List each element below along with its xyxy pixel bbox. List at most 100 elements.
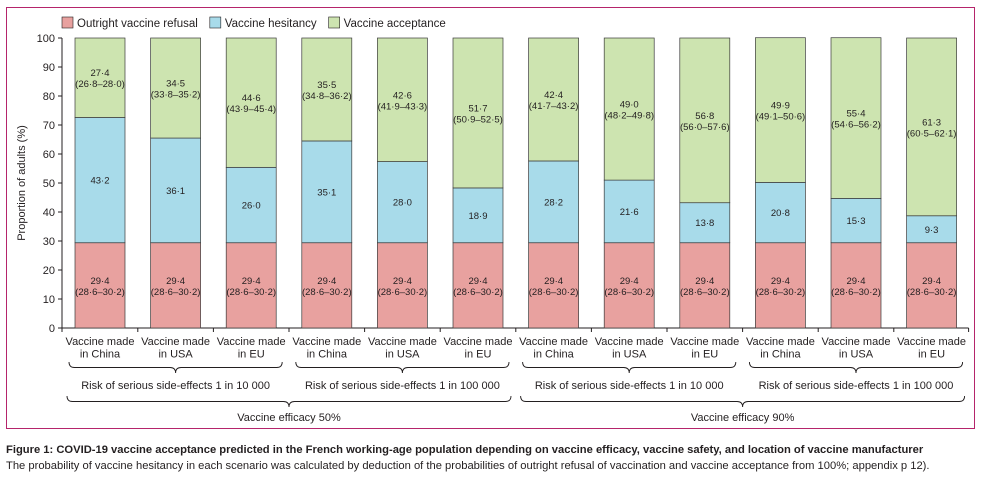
ci-label-refusal: (28·6–30·2)	[756, 287, 806, 298]
y-tick-label: 50	[43, 178, 55, 190]
bar-segment-hesitancy	[906, 215, 957, 244]
ci-label-refusal: (28·6–30·2)	[453, 287, 503, 298]
bar-segment-hesitancy	[528, 160, 579, 244]
supergroup-label: Vaccine efficacy 50%	[237, 412, 341, 424]
x-category-label: in USA	[158, 349, 193, 361]
data-label-hesitancy: 20·8	[771, 208, 790, 219]
x-category-label: Vaccine made	[746, 336, 815, 348]
bar-segment-hesitancy	[679, 202, 731, 244]
supergroup-brace	[520, 395, 966, 408]
x-category-label: in China	[760, 349, 801, 361]
bar-segment-acceptance	[906, 37, 957, 217]
legend-swatch-hesitancy	[209, 16, 222, 29]
stacked-bar-chart: Outright vaccine refusal Vaccine hesitanc…	[16, 16, 970, 424]
legend-label-acceptance: Vaccine acceptance	[344, 18, 446, 30]
y-tick-label: 70	[43, 120, 55, 132]
bar-segment-acceptance	[150, 37, 201, 139]
data-label-hesitancy: 36·1	[166, 186, 185, 197]
x-category-label: Vaccine made	[519, 336, 588, 348]
bar-segment-acceptance	[528, 37, 579, 162]
ci-label-refusal: (28·6–30·2)	[604, 287, 654, 298]
ci-label-refusal: (28·6–30·2)	[680, 287, 730, 298]
group-brace	[522, 361, 737, 374]
ci-label-acceptance: (60·5–62·1)	[907, 128, 957, 139]
x-category-label: in China	[533, 349, 574, 361]
data-label-acceptance: 56·8	[695, 111, 714, 122]
ci-label-acceptance: (48·2–49·8)	[604, 111, 654, 122]
data-label-hesitancy: 28·0	[393, 198, 412, 209]
bar-segment-refusal	[679, 242, 731, 329]
data-label-refusal: 29·4	[242, 276, 261, 287]
x-category-label: in USA	[839, 349, 874, 361]
data-label-acceptance: 49·0	[620, 100, 639, 111]
bar-segment-hesitancy	[74, 117, 126, 244]
y-tick-label: 80	[43, 91, 55, 103]
bar-segment-refusal	[452, 242, 504, 329]
y-tick-label: 10	[43, 294, 55, 306]
x-category-label: Vaccine made	[292, 336, 361, 348]
ci-label-refusal: (28·6–30·2)	[907, 287, 957, 298]
data-label-hesitancy: 26·0	[242, 201, 261, 212]
bar-segment-acceptance	[830, 37, 882, 199]
data-label-hesitancy: 18·9	[468, 211, 487, 222]
x-category-label: Vaccine made	[897, 336, 966, 348]
group-label: Risk of serious side-effects 1 in 10 000	[535, 380, 724, 392]
ci-label-refusal: (28·6–30·2)	[831, 287, 881, 298]
bar-segment-hesitancy	[452, 187, 504, 244]
bar-segment-acceptance	[679, 37, 731, 204]
ci-label-acceptance: (41·9–43·3)	[378, 101, 428, 112]
data-label-hesitancy: 13·8	[695, 218, 714, 229]
ci-label-acceptance: (33·8–35·2)	[151, 90, 201, 101]
y-tick-label: 100	[37, 33, 55, 45]
ci-label-acceptance: (50·9–52·5)	[453, 114, 503, 125]
ci-label-acceptance: (41·7–43·2)	[529, 101, 579, 112]
y-tick-label: 30	[43, 236, 55, 248]
bar-segment-hesitancy	[755, 182, 806, 244]
data-label-acceptance: 55·4	[846, 109, 865, 120]
data-label-acceptance: 27·4	[90, 68, 109, 79]
ci-label-acceptance: (49·1–50·6)	[756, 112, 806, 123]
y-axis-title: Proportion of adults (%)	[16, 125, 28, 241]
ci-label-refusal: (28·6–30·2)	[302, 287, 352, 298]
ci-label-acceptance: (54·6–56·2)	[831, 120, 881, 131]
legend-swatch-refusal	[61, 16, 74, 29]
legend-label-hesitancy: Vaccine hesitancy	[225, 18, 317, 30]
group-label: Risk of serious side-effects 1 in 10 000	[81, 380, 270, 392]
ci-label-refusal: (28·6–30·2)	[151, 287, 201, 298]
y-tick-label: 90	[43, 62, 55, 74]
data-label-refusal: 29·4	[846, 276, 865, 287]
group-brace	[748, 361, 964, 374]
data-label-hesitancy: 35·1	[317, 187, 336, 198]
bar-segment-refusal	[150, 242, 201, 329]
x-category-label: in USA	[612, 349, 647, 361]
data-label-acceptance: 35·5	[317, 80, 336, 91]
bar-segment-refusal	[528, 242, 579, 329]
bar-segment-hesitancy	[603, 179, 655, 244]
group-brace	[295, 361, 510, 374]
bar-segment-acceptance	[225, 37, 277, 168]
group-brace	[68, 361, 283, 374]
data-label-refusal: 29·4	[468, 276, 487, 287]
bar-segment-acceptance	[452, 37, 504, 189]
bar-segment-acceptance	[301, 37, 353, 142]
data-label-hesitancy: 21·6	[620, 207, 639, 218]
data-label-acceptance: 61·3	[922, 117, 941, 128]
bar-segment-refusal	[225, 242, 277, 329]
ci-label-refusal: (28·6–30·2)	[529, 287, 579, 298]
y-tick-label: 40	[43, 207, 55, 219]
caption-title: Figure 1: COVID-19 vaccine acceptance pr…	[6, 444, 924, 456]
x-category-label: in EU	[918, 349, 945, 361]
bar-segment-refusal	[755, 242, 806, 329]
y-tick-label: 20	[43, 265, 55, 277]
caption-text: The probability of vaccine hesitancy in …	[6, 460, 930, 472]
data-label-refusal: 29·4	[771, 276, 790, 287]
bar-segment-acceptance	[377, 37, 428, 162]
x-category-label: Vaccine made	[822, 336, 891, 348]
ci-label-acceptance: (34·8–36·2)	[302, 91, 352, 102]
x-category-label: in EU	[691, 349, 718, 361]
bar-segment-hesitancy	[150, 137, 201, 244]
supergroup-label: Vaccine efficacy 90%	[691, 412, 795, 424]
data-label-refusal: 29·4	[317, 276, 336, 287]
ci-label-acceptance: (56·0–57·6)	[680, 122, 730, 133]
data-label-acceptance: 49·9	[771, 101, 790, 112]
